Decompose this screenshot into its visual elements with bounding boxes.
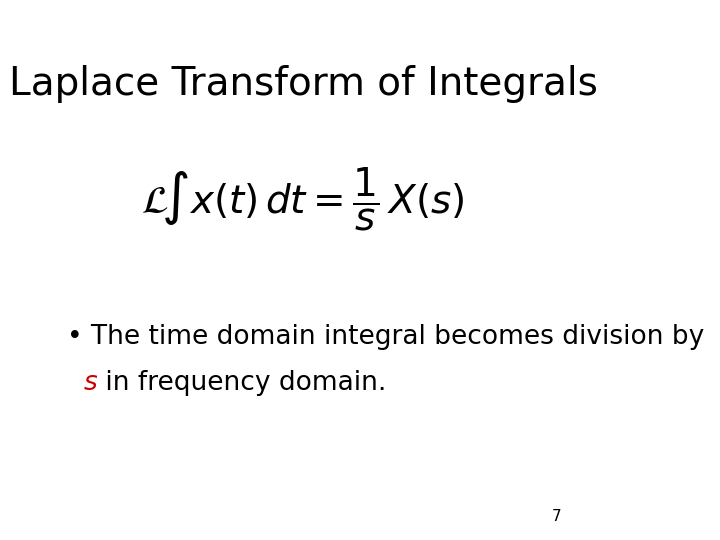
Text: s: s: [84, 370, 97, 396]
Text: 7: 7: [552, 509, 562, 524]
Text: $\mathcal{L}\!\int x(t)\,dt = \dfrac{1}{s}\,X(s)$: $\mathcal{L}\!\int x(t)\,dt = \dfrac{1}{…: [141, 166, 465, 233]
Text: Laplace Transform of Integrals: Laplace Transform of Integrals: [9, 65, 598, 103]
Text: • The time domain integral becomes division by: • The time domain integral becomes divis…: [67, 324, 704, 350]
Text: in frequency domain.: in frequency domain.: [97, 370, 387, 396]
